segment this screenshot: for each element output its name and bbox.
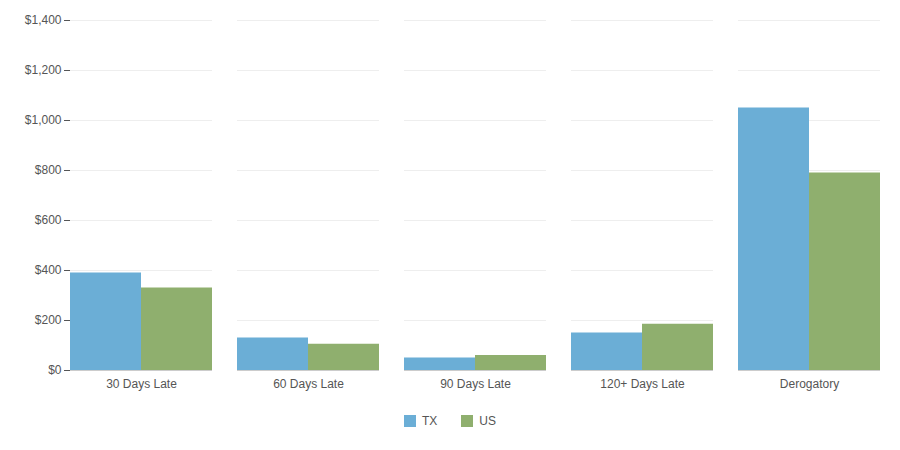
html-text:US: US: [479, 414, 496, 428]
svg-text:120+ Days Late: 120+ Days Late: [600, 377, 685, 391]
svg-text:$200: $200: [35, 313, 62, 327]
svg-text:$1,200: $1,200: [25, 63, 62, 77]
svg-text:$1,400: $1,400: [25, 13, 62, 27]
svg-text:$600: $600: [35, 213, 62, 227]
html-text:TX: TX: [422, 414, 438, 428]
svg-text:$1,000: $1,000: [25, 113, 62, 127]
svg-text:$0: $0: [48, 363, 62, 377]
svg-text:90 Days Late: 90 Days Late: [440, 377, 511, 391]
svg-text:$400: $400: [35, 263, 62, 277]
svg-text:Derogatory: Derogatory: [780, 377, 839, 391]
svg-text:60 Days Late: 60 Days Late: [273, 377, 344, 391]
svg-text:30 Days Late: 30 Days Late: [106, 377, 177, 391]
svg-text:$800: $800: [35, 163, 62, 177]
